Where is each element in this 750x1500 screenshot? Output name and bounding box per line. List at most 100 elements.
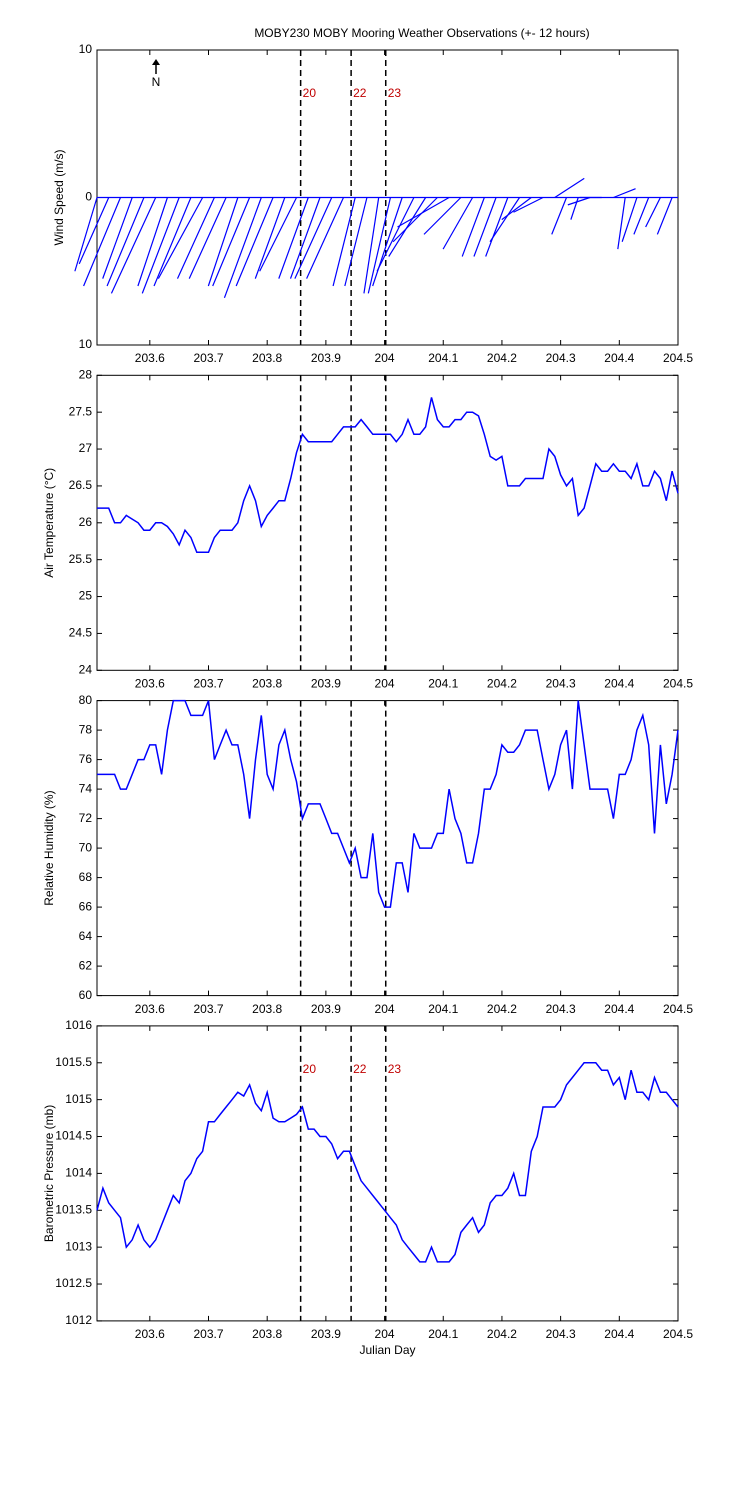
y-tick-label: 72: [79, 811, 93, 825]
wind-stick: [489, 197, 521, 243]
wind-stick: [617, 197, 626, 250]
wind-stick: [141, 197, 180, 294]
wind-stick: [306, 197, 345, 279]
x-tick-label: 204.5: [663, 1327, 693, 1341]
event-label: 22: [353, 1062, 367, 1076]
x-tick-label: 204.4: [604, 676, 634, 690]
x-tick-label: 203.7: [193, 676, 223, 690]
wind-stick: [367, 197, 392, 294]
x-tick-label: 203.7: [193, 1002, 223, 1016]
y-tick-label: 1012: [65, 1313, 92, 1327]
x-tick-label: 203.7: [193, 1327, 223, 1341]
x-tick-label: 203.6: [135, 1002, 165, 1016]
wind-stick: [344, 197, 368, 287]
wind-stick: [153, 197, 192, 287]
event-label: 23: [388, 86, 402, 100]
wind-stick: [621, 197, 638, 242]
wind-stick: [207, 197, 239, 287]
x-tick-label: 204.2: [487, 1002, 517, 1016]
y-tick-label: 1013: [65, 1239, 92, 1253]
wind-stick: [83, 197, 122, 287]
wind-stick: [254, 197, 286, 279]
x-tick-label: 204: [375, 676, 395, 690]
x-tick-label: 204.2: [487, 676, 517, 690]
wind-stick: [376, 197, 415, 272]
y-tick-label: 76: [79, 752, 93, 766]
x-tick-label: 204: [375, 1002, 395, 1016]
wind-stick: [259, 197, 298, 272]
y-axis-label: Barometric Pressure (mb): [42, 1105, 56, 1242]
plot-area: [96, 700, 679, 997]
x-tick-label: 204.4: [604, 1327, 634, 1341]
event-label: 20: [303, 1062, 317, 1076]
wind-stick: [442, 197, 474, 250]
y-axis-label: Air Temperature (°C): [42, 468, 56, 578]
x-tick-label: 203.7: [193, 351, 223, 365]
x-tick-label: 203.6: [135, 676, 165, 690]
y-tick-label: 10: [79, 42, 93, 56]
y-tick-label: 70: [79, 840, 93, 854]
wind-stick: [332, 197, 356, 287]
x-tick-label: 204.5: [663, 1002, 693, 1016]
plot-area: [96, 1025, 679, 1322]
wind-stick: [110, 197, 157, 294]
wind-stick: [74, 197, 98, 272]
y-tick-label: 24: [79, 662, 93, 676]
wind-stick: [294, 197, 333, 279]
wind-stick: [157, 197, 204, 279]
x-tick-label: 203.8: [252, 1327, 282, 1341]
x-tick-label: 203.6: [135, 1327, 165, 1341]
y-tick-label: 66: [79, 899, 93, 913]
wind-stick: [551, 197, 568, 235]
y-tick-label: 10: [79, 337, 93, 351]
wind-stick: [423, 197, 462, 235]
y-tick-label: 27: [79, 441, 93, 455]
wind-stick: [397, 196, 450, 228]
y-tick-label: 1013.5: [55, 1202, 92, 1216]
x-tick-label: 203.9: [311, 351, 341, 365]
y-tick-label: 64: [79, 929, 93, 943]
wind-stick: [554, 177, 585, 199]
x-tick-label: 203.8: [252, 676, 282, 690]
wind-stick: [176, 197, 215, 279]
y-tick-label: 25.5: [69, 552, 93, 566]
y-tick-label: 26: [79, 515, 93, 529]
y-axis-label: Relative Humidity (%): [42, 790, 56, 905]
x-tick-label: 204.5: [663, 676, 693, 690]
x-tick-label: 203.8: [252, 1002, 282, 1016]
x-tick-label: 204.1: [428, 1002, 458, 1016]
y-tick-label: 28: [79, 367, 93, 381]
wind-stick: [485, 197, 509, 257]
chart-title: MOBY230 MOBY Mooring Weather Observation…: [254, 26, 589, 40]
y-tick-label: 78: [79, 722, 93, 736]
y-tick-label: 1016: [65, 1018, 92, 1032]
wind-stick: [613, 188, 636, 199]
y-tick-label: 27.5: [69, 404, 93, 418]
wind-stick: [392, 197, 438, 243]
x-axis-label: Julian Day: [359, 1343, 415, 1357]
data-line: [96, 1062, 679, 1263]
wind-stick: [567, 196, 591, 206]
event-label: 22: [353, 86, 367, 100]
wind-stick: [645, 197, 661, 228]
x-tick-label: 203.6: [135, 351, 165, 365]
x-tick-label: 204: [375, 351, 395, 365]
event-label: 20: [303, 86, 317, 100]
y-tick-label: 26.5: [69, 478, 93, 492]
x-tick-label: 203.9: [311, 1002, 341, 1016]
y-tick-label: 68: [79, 870, 93, 884]
north-label: N: [152, 75, 161, 89]
y-tick-label: 62: [79, 958, 93, 972]
wind-stick: [223, 197, 262, 299]
x-tick-label: 204.3: [546, 1002, 576, 1016]
wind-stick: [78, 197, 110, 265]
y-tick-label: 80: [79, 693, 93, 707]
x-tick-label: 203.9: [311, 1327, 341, 1341]
wind-stick: [106, 197, 145, 287]
wind-stick: [633, 197, 650, 235]
x-tick-label: 204.1: [428, 676, 458, 690]
event-label: 23: [388, 1062, 402, 1076]
wind-stick: [102, 197, 133, 279]
x-tick-label: 204.1: [428, 1327, 458, 1341]
